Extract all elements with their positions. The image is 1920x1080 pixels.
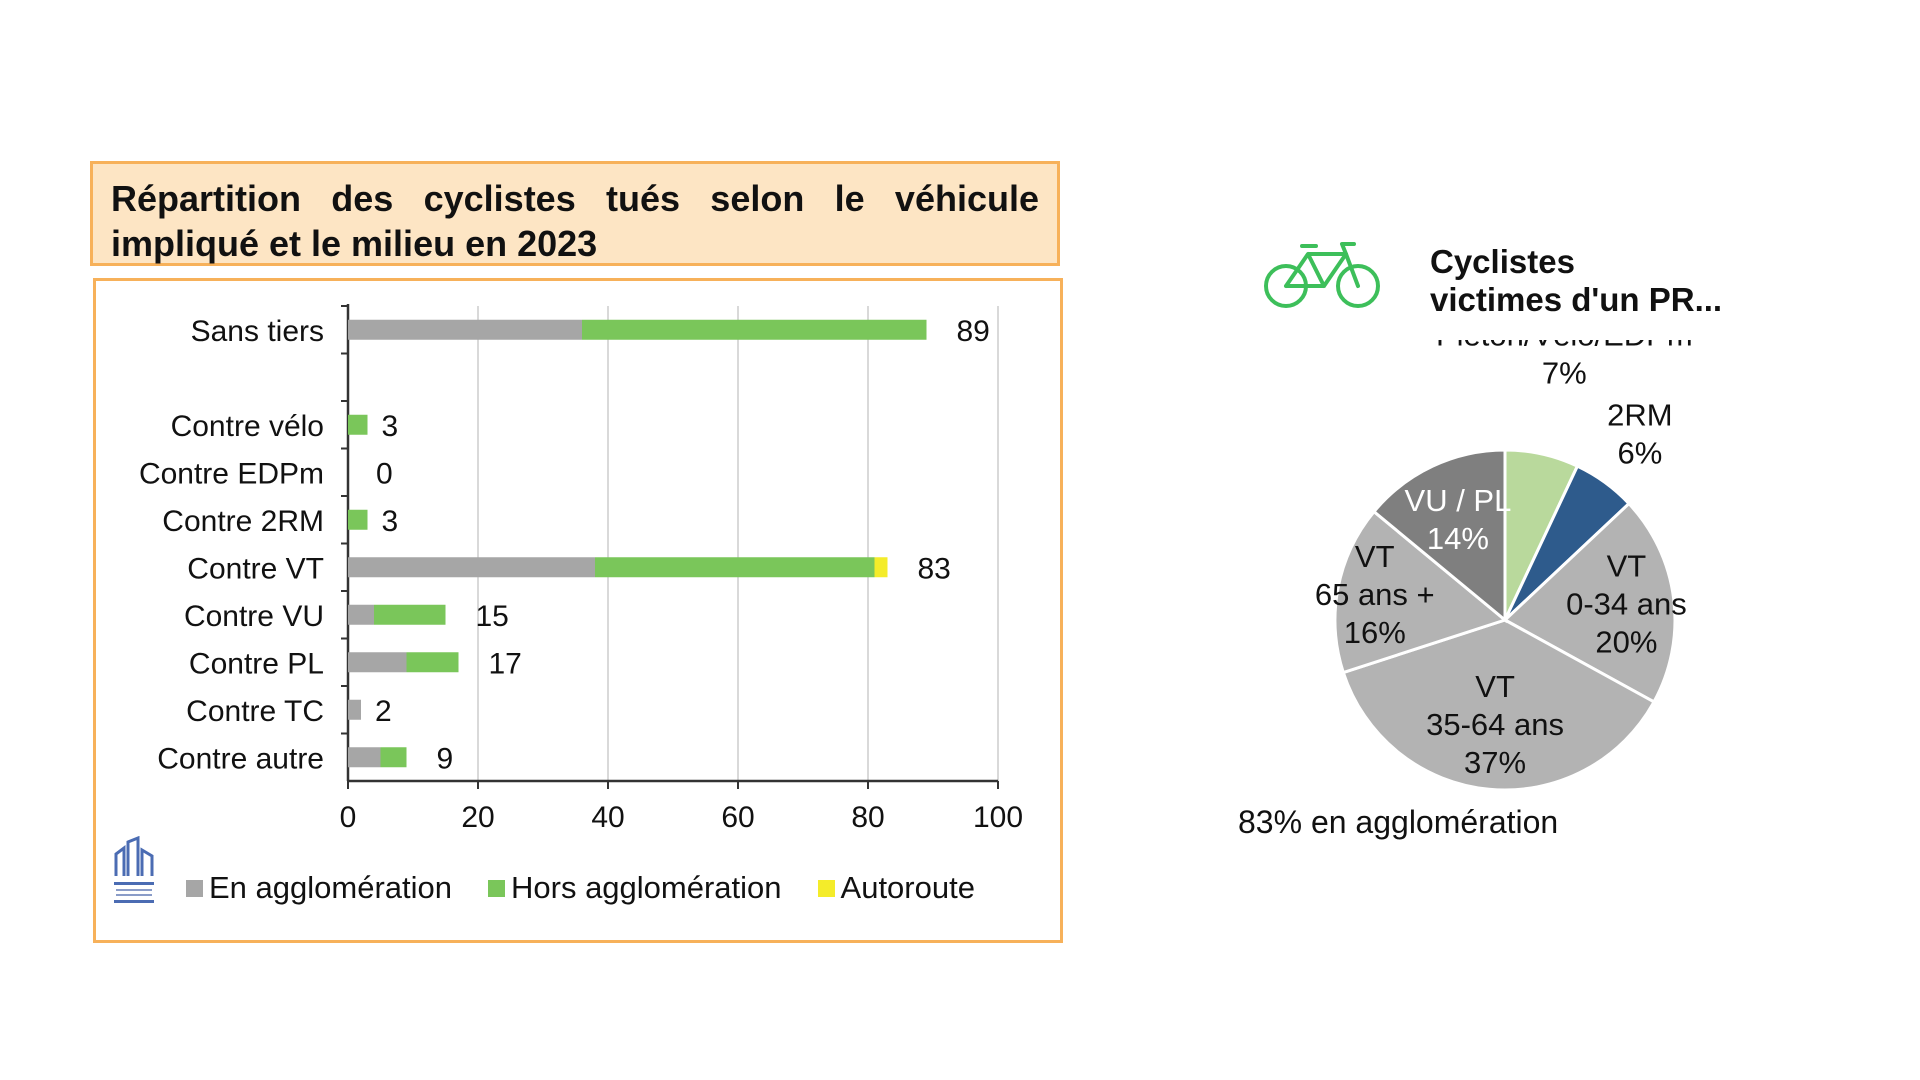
bar-en-agglomeration-contre-tc bbox=[348, 699, 361, 720]
bar-hors-agglomeration-contre-vt bbox=[595, 557, 875, 578]
bar-total-label: 83 bbox=[918, 552, 951, 585]
category-label-contre-velo: Contre vélo bbox=[171, 410, 324, 443]
bar-en-agglomeration-contre-autre bbox=[348, 747, 381, 768]
bar-hors-agglomeration-contre-2rm bbox=[348, 509, 368, 530]
category-label-contre-vu: Contre VU bbox=[184, 600, 324, 633]
x-tick-label: 60 bbox=[721, 801, 754, 834]
bar-chart-legend: En agglomération Hors agglomération Auto… bbox=[186, 868, 1011, 908]
x-tick-label: 40 bbox=[591, 801, 624, 834]
legend-swatch-autoroute bbox=[817, 879, 835, 897]
legend-label-en-agglo: En agglomération bbox=[209, 870, 452, 905]
category-label-contre-2rm: Contre 2RM bbox=[162, 505, 324, 538]
bar-en-agglomeration-sans-tiers bbox=[348, 319, 582, 340]
bar-hors-agglomeration-contre-pl bbox=[406, 652, 459, 673]
legend-item-hors-agglo: Hors agglomération bbox=[488, 870, 782, 906]
bar-hors-agglomeration-sans-tiers bbox=[582, 319, 927, 340]
bar-chart-title: Répartition des cyclistes tués selon le … bbox=[111, 178, 1039, 264]
x-tick-label: 100 bbox=[973, 801, 1023, 834]
category-label-contre-autre: Contre autre bbox=[157, 742, 324, 775]
pie-slice-vt-0-34-ans bbox=[1502, 501, 1677, 704]
bar-total-label: 17 bbox=[489, 647, 522, 680]
bar-total-label: 0 bbox=[376, 457, 393, 490]
bar-hors-agglomeration-contre-velo bbox=[348, 414, 368, 435]
legend-swatch-hors-agglo bbox=[488, 879, 505, 897]
legend-item-en-agglo: En agglomération bbox=[186, 870, 452, 906]
legend-item-autoroute: Autoroute bbox=[817, 870, 975, 906]
bar-en-agglomeration-contre-vu bbox=[348, 604, 374, 625]
pie-slice-vt-35-64-ans bbox=[1341, 618, 1657, 792]
bar-total-label: 15 bbox=[476, 600, 509, 633]
pie-label-2rm: 2RM 6% bbox=[1607, 397, 1672, 470]
bar-total-label: 3 bbox=[382, 410, 399, 443]
category-label-contre-vt: Contre VT bbox=[187, 552, 324, 585]
pie-label-vt-0-34-ans: VT 0-34 ans 20% bbox=[1566, 549, 1687, 660]
legend-label-hors-agglo: Hors agglomération bbox=[511, 870, 782, 905]
pie-chart-note: 83% en agglomération bbox=[1238, 804, 1559, 840]
bar-total-label: 3 bbox=[382, 505, 399, 538]
bar-en-agglomeration-contre-pl bbox=[348, 652, 407, 673]
bar-hors-agglomeration-contre-autre bbox=[380, 747, 407, 768]
building-logo-icon bbox=[114, 836, 154, 903]
pie-label-vu-pl: VU / PL 14% bbox=[1405, 483, 1512, 556]
pie-label-vt-35-64-ans: VT 35-64 ans 37% bbox=[1426, 669, 1564, 780]
legend-label-autoroute: Autoroute bbox=[840, 870, 975, 905]
pie-chart-title: Cyclistes victimes d'un PR... bbox=[1430, 243, 1723, 318]
bar-autoroute-contre-vt bbox=[874, 557, 888, 578]
pie-slice-vt-65-ans bbox=[1333, 509, 1509, 675]
bar-total-label: 9 bbox=[437, 742, 454, 775]
legend-swatch-en-agglo bbox=[186, 879, 203, 897]
pie-label-vt-65-ans: VT 65 ans +16% bbox=[1315, 539, 1435, 650]
bar-chart-title-box: Répartition des cyclistes tués selon le … bbox=[90, 161, 1060, 266]
category-label-sans-tiers: Sans tiers bbox=[191, 315, 324, 348]
bicycle-icon bbox=[1264, 242, 1380, 308]
bar-total-label: 2 bbox=[375, 695, 392, 728]
x-tick-label: 20 bbox=[461, 801, 494, 834]
x-tick-label: 80 bbox=[851, 801, 884, 834]
category-label-contre-pl: Contre PL bbox=[189, 647, 324, 680]
category-label-contre-edpm: Contre EDPm bbox=[139, 457, 324, 490]
bar-hors-agglomeration-contre-vu bbox=[374, 604, 446, 625]
pie-label-pieton-velo-edpm: Piéton/Vélo/EDPm7% bbox=[1436, 340, 1693, 391]
bar-en-agglomeration-contre-vt bbox=[348, 557, 595, 578]
bar-chart-panel: 0 20 40 60 80 100 Sans tiers 89 Contre vélo 3 Cont… bbox=[93, 278, 1063, 943]
bar-total-label: 89 bbox=[957, 315, 990, 348]
x-tick-label: 0 bbox=[340, 801, 357, 834]
pie-slice-vu-pl bbox=[1371, 448, 1507, 624]
category-label-contre-tc: Contre TC bbox=[186, 695, 324, 728]
